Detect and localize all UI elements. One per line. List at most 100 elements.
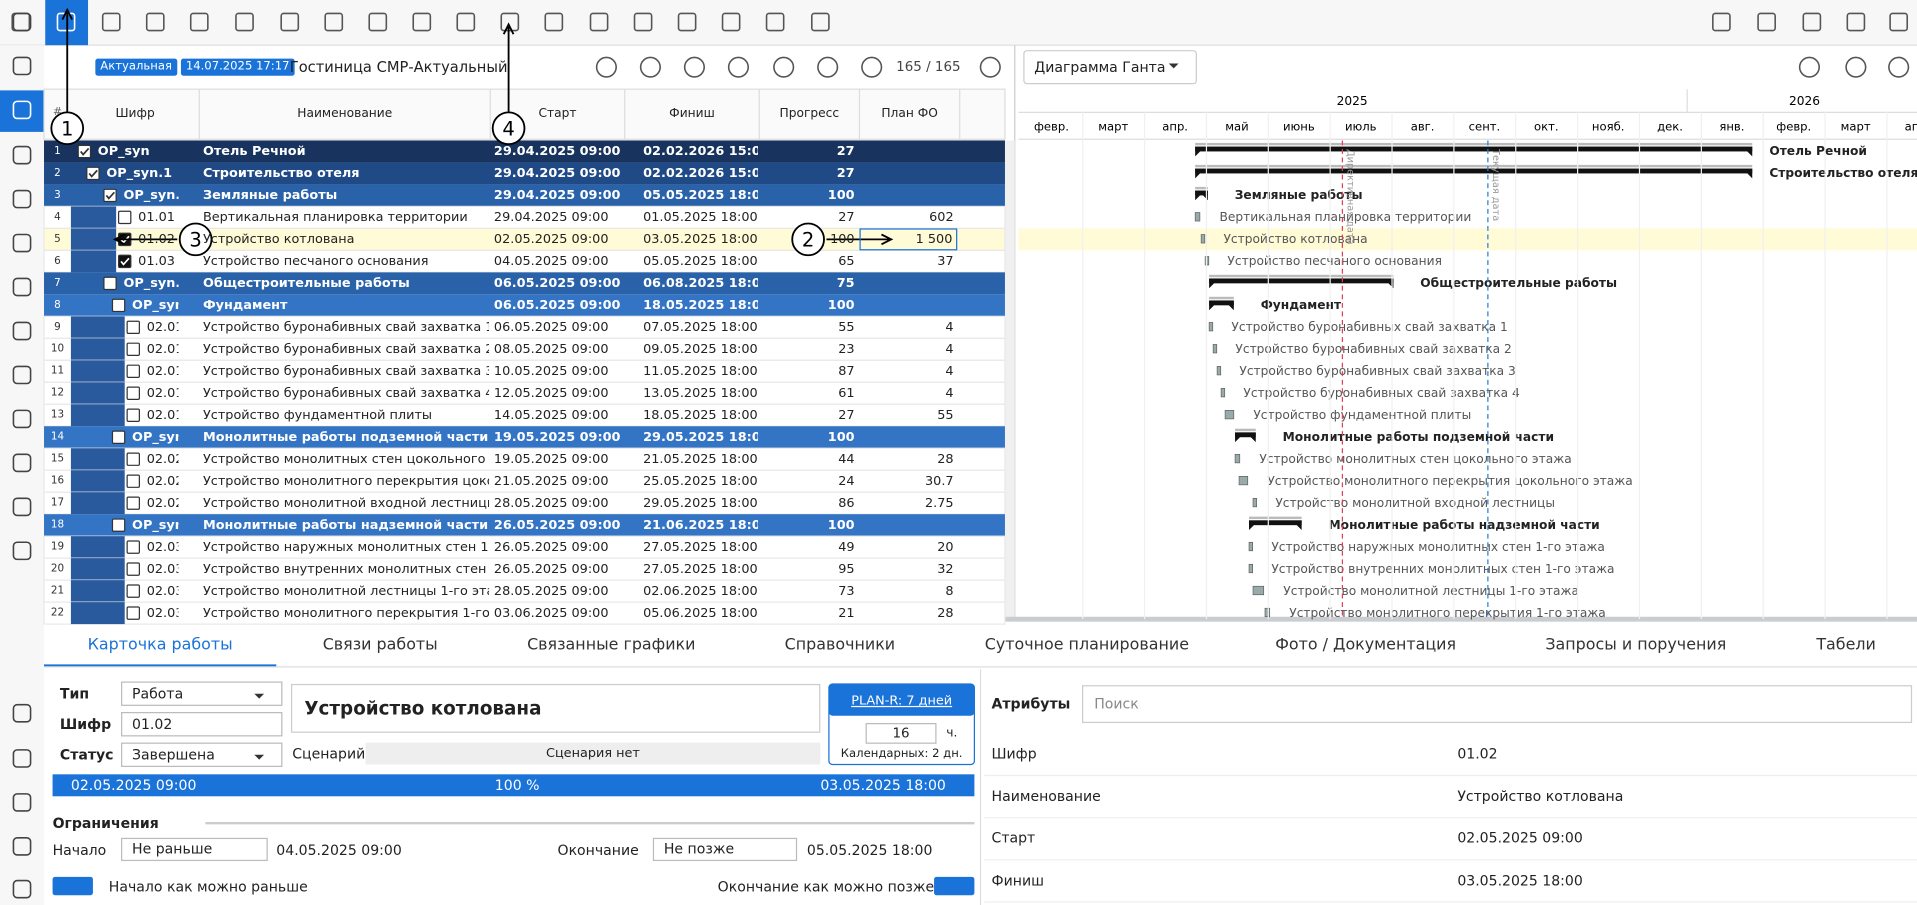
row-checkbox[interactable] — [126, 386, 140, 400]
tab[interactable]: Связанные графики — [527, 636, 696, 655]
header-icon[interactable] — [683, 56, 706, 78]
sidebar-icon[interactable] — [12, 497, 32, 517]
toolbar-icon[interactable] — [677, 12, 697, 32]
task-name[interactable]: Устройство котлована — [290, 683, 821, 733]
input[interactable]: 01.02 — [121, 712, 283, 737]
row-checkbox[interactable] — [126, 540, 140, 554]
toolbar-icon[interactable] — [765, 12, 785, 32]
tab[interactable]: Фото / Документация — [1275, 636, 1457, 655]
header-icon[interactable] — [861, 56, 883, 78]
row-progress: 27 — [836, 144, 855, 159]
row-checkbox[interactable] — [103, 276, 117, 291]
column-header[interactable]: Прогресс — [779, 107, 840, 121]
row-checkbox[interactable] — [77, 144, 92, 159]
sidebar-icon[interactable] — [12, 541, 32, 561]
row-checkbox[interactable] — [117, 210, 132, 225]
search[interactable]: Поиск — [1081, 685, 1913, 724]
column-header[interactable]: Старт — [538, 107, 577, 121]
column-header[interactable]: Наименование — [297, 107, 393, 121]
toolbar-icon[interactable] — [1757, 12, 1776, 32]
sidebar-icon[interactable] — [12, 365, 32, 385]
toolbar-icon[interactable] — [1802, 12, 1822, 32]
toolbar-icon[interactable] — [235, 12, 254, 32]
row-checkbox[interactable] — [126, 320, 140, 335]
header-icon[interactable] — [1798, 56, 1820, 78]
row-checkbox[interactable] — [111, 298, 126, 313]
toolbar-icon[interactable] — [189, 12, 209, 32]
tab[interactable]: Суточное планирование — [984, 636, 1189, 655]
tab[interactable]: Связи работы — [322, 636, 438, 655]
sidebar-icon[interactable] — [12, 189, 32, 209]
header-icon[interactable] — [1845, 56, 1867, 78]
toolbar-icon[interactable] — [721, 12, 741, 32]
tab[interactable]: Табели — [1816, 636, 1876, 655]
tab[interactable]: Справочники — [784, 636, 896, 655]
column-header[interactable]: Финиш — [669, 107, 715, 121]
row-progress: 87 — [838, 363, 855, 379]
row-checkbox[interactable] — [126, 474, 140, 488]
plan-r[interactable]: PLAN-R: 7 дней — [851, 693, 953, 709]
row-checkbox[interactable] — [111, 518, 126, 532]
tab[interactable]: Запросы и поручения — [1545, 636, 1727, 655]
toolbar-icon[interactable] — [280, 12, 300, 32]
toolbar-icon[interactable] — [412, 12, 432, 32]
sidebar-icon[interactable] — [12, 793, 32, 812]
toolbar-icon[interactable] — [1712, 12, 1731, 32]
hours[interactable]: 16 — [865, 723, 937, 744]
toolbar-icon[interactable] — [1889, 12, 1909, 32]
sidebar-icon[interactable] — [12, 703, 32, 723]
toolbar-icon[interactable] — [368, 12, 388, 32]
row-checkbox[interactable] — [117, 254, 132, 269]
row-checkbox[interactable] — [126, 364, 140, 378]
row-checkbox[interactable] — [126, 606, 140, 620]
row-checkbox[interactable] — [126, 584, 140, 598]
row-checkbox[interactable] — [126, 342, 140, 357]
toolbar-icon[interactable] — [589, 12, 609, 32]
toolbar-icon[interactable] — [145, 12, 165, 32]
select[interactable]: Завершена — [121, 742, 283, 767]
row-checkbox[interactable] — [111, 430, 126, 444]
toolbar-icon[interactable] — [500, 12, 520, 32]
header-icon[interactable] — [639, 56, 661, 78]
row-checkbox[interactable] — [126, 496, 140, 510]
sidebar-icon[interactable] — [12, 277, 32, 297]
row-checkbox[interactable] — [126, 562, 140, 576]
toolbar-icon[interactable] — [324, 12, 344, 32]
sidebar-active[interactable] — [0, 90, 45, 132]
sidebar-icon[interactable] — [12, 145, 32, 165]
column-header[interactable]: Шифр — [115, 107, 155, 121]
sidebar-icon[interactable] — [12, 453, 32, 473]
select[interactable]: Не раньше — [121, 837, 268, 862]
toolbar-icon[interactable] — [1846, 12, 1866, 32]
column-header[interactable]: План ФО — [881, 107, 938, 121]
header-icon[interactable] — [595, 56, 617, 78]
tab[interactable]: Карточка работы — [87, 636, 233, 655]
sidebar-icon[interactable] — [12, 879, 32, 899]
sidebar-icon[interactable] — [12, 837, 32, 856]
header-icon[interactable] — [979, 56, 1001, 78]
sidebar-icon[interactable] — [12, 409, 32, 429]
row-checkbox[interactable] — [103, 188, 117, 203]
toolbar-icon[interactable] — [810, 12, 830, 32]
toolbar-icon[interactable] — [544, 12, 564, 32]
sidebar-icon[interactable] — [12, 321, 32, 341]
toolbar-icon[interactable] — [456, 12, 476, 32]
sidebar-icon[interactable] — [12, 12, 32, 32]
header-icon[interactable] — [1888, 56, 1910, 78]
row-checkbox[interactable] — [126, 452, 140, 466]
select[interactable]: Работа — [121, 681, 283, 706]
row-progress: 55 — [838, 319, 855, 335]
toolbar-icon[interactable] — [633, 12, 653, 32]
row-checkbox[interactable] — [126, 408, 140, 422]
header-icon[interactable] — [773, 56, 795, 78]
sidebar-icon[interactable] — [12, 233, 32, 253]
header-icon[interactable] — [817, 56, 839, 78]
row-checkbox[interactable] — [86, 166, 100, 181]
sidebar-icon[interactable] — [12, 749, 32, 768]
select[interactable]: Не позже — [652, 837, 798, 862]
toolbar-icon[interactable] — [101, 12, 121, 32]
sidebar-icon[interactable] — [12, 56, 32, 76]
view-select[interactable]: Диаграмма Ганта — [1023, 50, 1197, 85]
header-icon[interactable] — [727, 56, 750, 78]
sidebar-icon[interactable] — [12, 100, 32, 120]
